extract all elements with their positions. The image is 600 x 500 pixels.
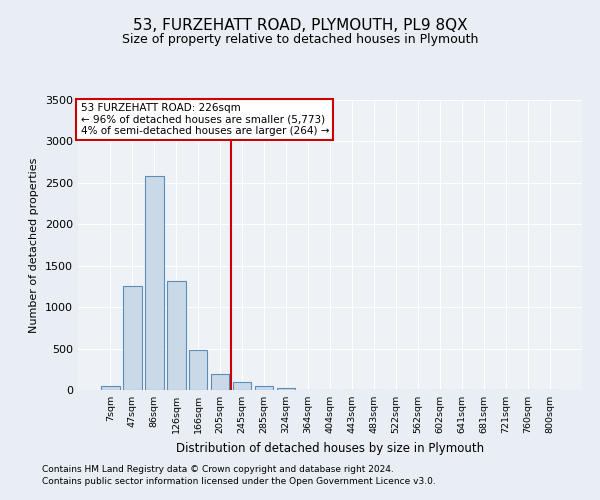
Bar <box>167 280 185 390</box>
Bar <box>145 176 164 390</box>
Bar <box>101 386 119 390</box>
Text: Contains HM Land Registry data © Crown copyright and database right 2024.: Contains HM Land Registry data © Crown c… <box>42 466 394 474</box>
Bar <box>211 374 229 390</box>
Bar <box>189 350 208 390</box>
Text: Contains public sector information licensed under the Open Government Licence v3: Contains public sector information licen… <box>42 477 436 486</box>
Y-axis label: Number of detached properties: Number of detached properties <box>29 158 40 332</box>
X-axis label: Distribution of detached houses by size in Plymouth: Distribution of detached houses by size … <box>176 442 484 454</box>
Bar <box>233 382 251 390</box>
Text: Size of property relative to detached houses in Plymouth: Size of property relative to detached ho… <box>122 32 478 46</box>
Bar <box>255 386 274 390</box>
Text: 53 FURZEHATT ROAD: 226sqm
← 96% of detached houses are smaller (5,773)
4% of sem: 53 FURZEHATT ROAD: 226sqm ← 96% of detac… <box>80 103 329 136</box>
Text: 53, FURZEHATT ROAD, PLYMOUTH, PL9 8QX: 53, FURZEHATT ROAD, PLYMOUTH, PL9 8QX <box>133 18 467 32</box>
Bar <box>277 388 295 390</box>
Bar <box>123 286 142 390</box>
